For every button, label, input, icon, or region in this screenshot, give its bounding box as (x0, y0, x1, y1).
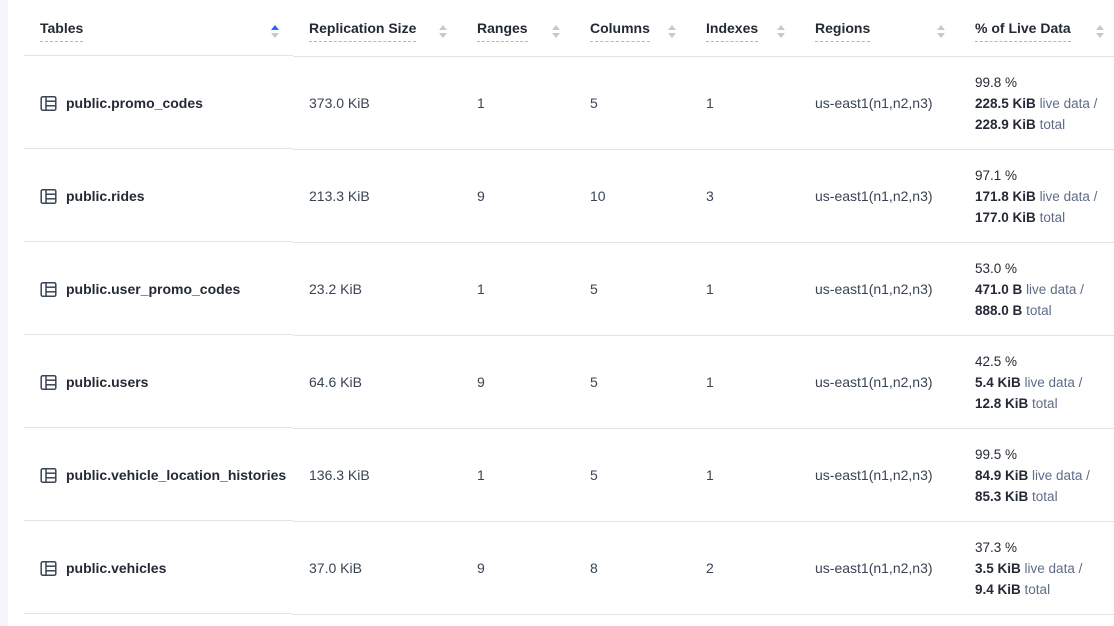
tables-page: Tables Replication Size Ranges (8, 0, 1114, 615)
table-icon (40, 560, 57, 577)
table-name-link[interactable]: public.vehicle_location_histories (66, 467, 287, 483)
column-label-regions: Regions (815, 20, 871, 42)
indexes-cell: 1 (690, 57, 799, 150)
replication-size-cell: 136.3 KiB (293, 429, 461, 522)
live-percent: 97.1 % (975, 167, 1018, 183)
ranges-cell: 1 (461, 429, 574, 522)
column-label-tables: Tables (40, 20, 84, 42)
table-name-link[interactable]: public.promo_codes (66, 95, 203, 111)
regions-cell: us-east1(n1,n2,n3) (799, 336, 959, 429)
live-percent: 99.8 % (975, 74, 1018, 90)
sort-icon[interactable] (552, 24, 560, 38)
table-icon (40, 467, 57, 484)
total-size-line: 888.0 B total (975, 302, 1052, 318)
total-size-line: 9.4 KiB total (975, 581, 1051, 597)
column-header-indexes[interactable]: Indexes (690, 0, 799, 57)
column-header-ranges[interactable]: Ranges (461, 0, 574, 57)
table-row[interactable]: public.vehicles 37.0 KiB 9 8 2 us-east1(… (8, 522, 1114, 615)
column-header-tables[interactable]: Tables (8, 0, 293, 57)
column-label-columns: Columns (590, 20, 650, 42)
total-size-line: 12.8 KiB total (975, 395, 1058, 411)
live-size-line: 3.5 KiB live data / (975, 560, 1083, 576)
total-size-line: 177.0 KiB total (975, 209, 1066, 225)
replication-size-cell: 64.6 KiB (293, 336, 461, 429)
indexes-cell: 1 (690, 243, 799, 336)
columns-cell: 10 (574, 150, 690, 243)
ranges-cell: 9 (461, 336, 574, 429)
regions-cell: us-east1(n1,n2,n3) (799, 522, 959, 615)
tables-list-table: Tables Replication Size Ranges (8, 0, 1114, 615)
indexes-cell: 3 (690, 150, 799, 243)
live-percent: 42.5 % (975, 353, 1018, 369)
ranges-cell: 9 (461, 150, 574, 243)
live-size-line: 171.8 KiB live data / (975, 188, 1098, 204)
replication-size-cell: 37.0 KiB (293, 522, 461, 615)
replication-size-cell: 23.2 KiB (293, 243, 461, 336)
live-size-line: 471.0 B live data / (975, 281, 1084, 297)
table-row[interactable]: public.users 64.6 KiB 9 5 1 us-east1(n1,… (8, 336, 1114, 429)
live-data-cell: 42.5 % 5.4 KiB live data / 12.8 KiB tota… (959, 336, 1114, 429)
ranges-cell: 1 (461, 57, 574, 150)
table-name-link[interactable]: public.vehicles (66, 560, 167, 576)
live-data-cell: 37.3 % 3.5 KiB live data / 9.4 KiB total (959, 522, 1114, 615)
columns-cell: 5 (574, 57, 690, 150)
indexes-cell: 1 (690, 429, 799, 522)
sort-icon[interactable] (777, 24, 785, 38)
live-size-line: 5.4 KiB live data / (975, 374, 1083, 390)
live-percent: 37.3 % (975, 539, 1018, 555)
columns-cell: 8 (574, 522, 690, 615)
table-name-link[interactable]: public.rides (66, 188, 145, 204)
column-header-regions[interactable]: Regions (799, 0, 959, 57)
table-icon (40, 188, 57, 205)
live-percent: 53.0 % (975, 260, 1018, 276)
column-header-replication-size[interactable]: Replication Size (293, 0, 461, 57)
replication-size-cell: 373.0 KiB (293, 57, 461, 150)
ranges-cell: 9 (461, 522, 574, 615)
columns-cell: 5 (574, 429, 690, 522)
sort-icon[interactable] (1096, 24, 1104, 38)
total-size-line: 228.9 KiB total (975, 116, 1066, 132)
table-row[interactable]: public.vehicle_location_histories 136.3 … (8, 429, 1114, 522)
column-header-columns[interactable]: Columns (574, 0, 690, 57)
live-data-cell: 99.5 % 84.9 KiB live data / 85.3 KiB tot… (959, 429, 1114, 522)
columns-cell: 5 (574, 336, 690, 429)
regions-cell: us-east1(n1,n2,n3) (799, 57, 959, 150)
page-left-gutter (0, 0, 8, 626)
table-row[interactable]: public.user_promo_codes 23.2 KiB 1 5 1 u… (8, 243, 1114, 336)
header-row: Tables Replication Size Ranges (8, 0, 1114, 57)
live-size-line: 84.9 KiB live data / (975, 467, 1090, 483)
live-data-cell: 53.0 % 471.0 B live data / 888.0 B total (959, 243, 1114, 336)
table-icon (40, 374, 57, 391)
table-icon (40, 95, 57, 112)
sort-icon[interactable] (439, 24, 447, 38)
live-size-line: 228.5 KiB live data / (975, 95, 1098, 111)
table-name-link[interactable]: public.user_promo_codes (66, 281, 241, 297)
replication-size-cell: 213.3 KiB (293, 150, 461, 243)
table-name-link[interactable]: public.users (66, 374, 149, 390)
table-icon (40, 281, 57, 298)
regions-cell: us-east1(n1,n2,n3) (799, 429, 959, 522)
live-data-cell: 99.8 % 228.5 KiB live data / 228.9 KiB t… (959, 57, 1114, 150)
columns-cell: 5 (574, 243, 690, 336)
live-data-cell: 97.1 % 171.8 KiB live data / 177.0 KiB t… (959, 150, 1114, 243)
live-percent: 99.5 % (975, 446, 1018, 462)
indexes-cell: 1 (690, 336, 799, 429)
sort-icon[interactable] (937, 24, 945, 38)
regions-cell: us-east1(n1,n2,n3) (799, 243, 959, 336)
regions-cell: us-east1(n1,n2,n3) (799, 150, 959, 243)
ranges-cell: 1 (461, 243, 574, 336)
column-header-live-data[interactable]: % of Live Data (959, 0, 1114, 57)
table-row[interactable]: public.promo_codes 373.0 KiB 1 5 1 us-ea… (8, 57, 1114, 150)
indexes-cell: 2 (690, 522, 799, 615)
column-label-live-data: % of Live Data (975, 20, 1071, 42)
column-label-indexes: Indexes (706, 20, 759, 42)
sort-icon[interactable] (668, 24, 676, 38)
column-label-replication-size: Replication Size (309, 20, 417, 42)
column-label-ranges: Ranges (477, 20, 528, 42)
total-size-line: 85.3 KiB total (975, 488, 1058, 504)
sort-icon[interactable] (271, 24, 279, 38)
table-row[interactable]: public.rides 213.3 KiB 9 10 3 us-east1(n… (8, 150, 1114, 243)
